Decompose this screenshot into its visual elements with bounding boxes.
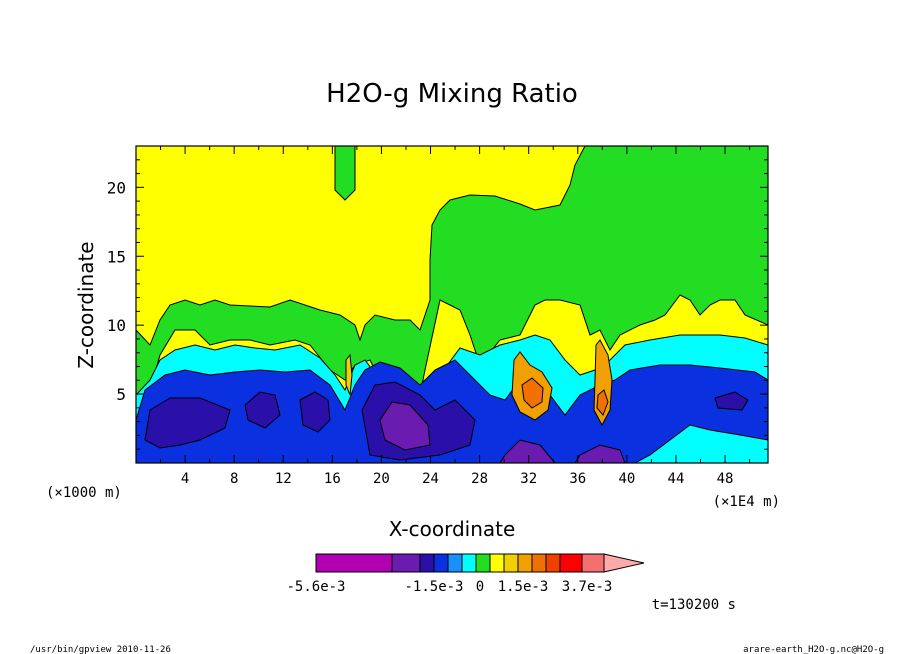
contour-band-navy-2 bbox=[244, 391, 281, 429]
contour-band-purple-2 bbox=[499, 439, 556, 463]
colorbar-labels: -5.6e-3 -1.5e-3 0 1.5e-3 3.7e-3 bbox=[286, 579, 612, 595]
x-tick-label: 24 bbox=[422, 471, 439, 487]
y-tick-label: 5 bbox=[116, 385, 126, 404]
colorbar-swatch bbox=[461, 553, 477, 573]
contour-band-orange-sliver bbox=[345, 353, 353, 396]
x-tick-label: 4 bbox=[181, 471, 189, 487]
contour-band-navy-3 bbox=[299, 391, 331, 433]
colorbar-swatch bbox=[475, 553, 491, 573]
contour-band-navy bbox=[144, 397, 231, 449]
x-unit-left: (×1000 m) bbox=[46, 485, 122, 501]
y-tick-label: 20 bbox=[107, 178, 126, 197]
x-tick-label: 40 bbox=[618, 471, 635, 487]
x-tick-label: 16 bbox=[324, 471, 341, 487]
colorbar-label: 0 bbox=[476, 579, 484, 595]
x-unit-right: (×1E4 m) bbox=[713, 494, 780, 510]
time-label: t=130200 s bbox=[652, 597, 736, 613]
x-tick-label: 28 bbox=[471, 471, 488, 487]
colorbar-swatch bbox=[559, 553, 583, 573]
x-tick-label: 48 bbox=[717, 471, 734, 487]
contour-band-green-upper bbox=[334, 146, 356, 201]
colorbar-swatch bbox=[503, 553, 519, 573]
colorbar-swatch bbox=[489, 553, 505, 573]
contour-band-orange-3 bbox=[596, 389, 609, 416]
x-tick-label: 20 bbox=[373, 471, 390, 487]
contour-band-purple bbox=[379, 401, 431, 451]
colorbar-swatch bbox=[517, 553, 533, 573]
colorbar-label: 1.5e-3 bbox=[498, 579, 549, 595]
contour-field bbox=[136, 146, 768, 463]
footer-left: /usr/bin/gpview 2010-11-26 bbox=[30, 645, 171, 654]
y-axis: 5 10 15 20 bbox=[107, 159, 768, 450]
colorbar-label: -5.6e-3 bbox=[286, 579, 345, 595]
y-tick-label: 10 bbox=[107, 316, 126, 335]
x-tick-label: 36 bbox=[569, 471, 586, 487]
colorbar-swatch bbox=[531, 553, 547, 573]
x-tick-label: 32 bbox=[520, 471, 537, 487]
x-tick-label: 12 bbox=[275, 471, 292, 487]
x-axis-label: X-coordinate bbox=[389, 517, 516, 541]
colorbar-swatch bbox=[391, 553, 421, 573]
contour-band-navy-5 bbox=[714, 391, 749, 411]
contour-band-orange-dark bbox=[521, 377, 544, 409]
colorbar bbox=[315, 553, 645, 573]
x-tick-label: 8 bbox=[230, 471, 238, 487]
contour-band-purple-3 bbox=[574, 444, 626, 463]
y-axis-label: Z-coordinate bbox=[74, 241, 98, 368]
colorbar-swatch bbox=[315, 553, 393, 573]
colorbar-swatch bbox=[419, 553, 435, 573]
footer-right: arare-earth_H2O-g.nc@H2O-g bbox=[743, 645, 884, 654]
chart-title: H2O-g Mixing Ratio bbox=[326, 79, 578, 109]
colorbar-swatch bbox=[545, 553, 561, 573]
plot-frame bbox=[135, 145, 769, 464]
colorbar-arrow bbox=[603, 553, 645, 573]
x-axis: 4 8 12 16 20 24 28 32 36 40 44 48 bbox=[160, 146, 751, 487]
colorbar-label: -1.5e-3 bbox=[404, 579, 463, 595]
y-tick-label: 15 bbox=[107, 247, 126, 266]
colorbar-swatch bbox=[433, 553, 449, 573]
colorbar-swatch bbox=[581, 553, 605, 573]
colorbar-label: 3.7e-3 bbox=[562, 579, 613, 595]
x-tick-label: 44 bbox=[668, 471, 685, 487]
colorbar-swatch bbox=[447, 553, 463, 573]
